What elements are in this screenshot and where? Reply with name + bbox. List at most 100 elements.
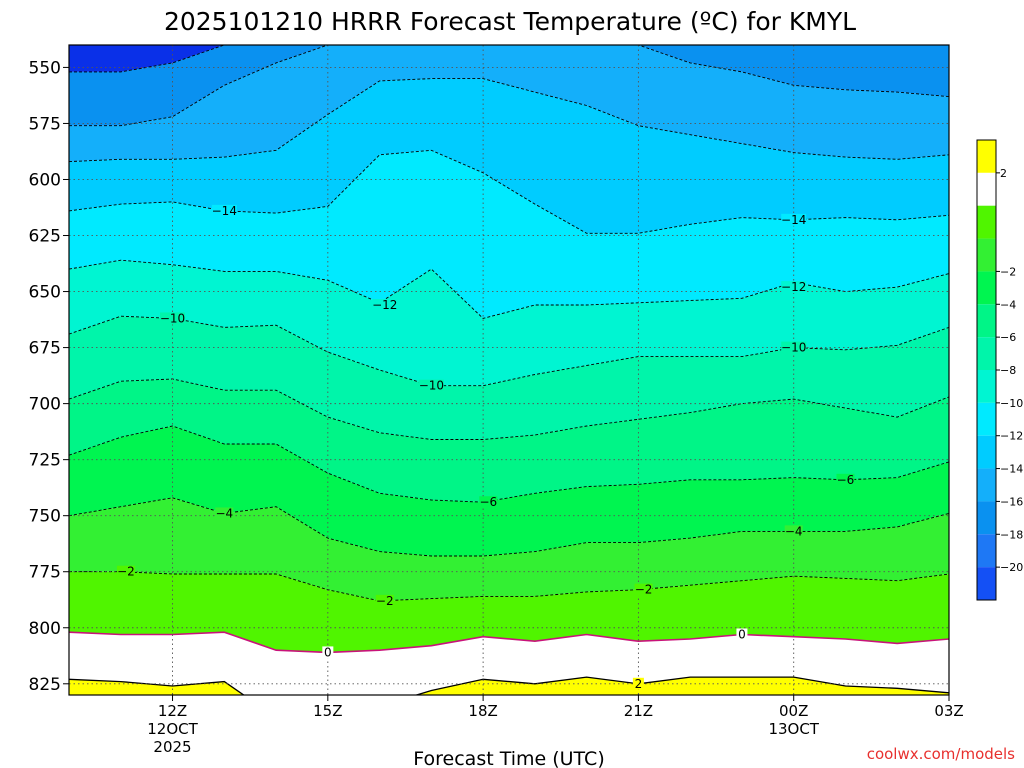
contour-label: −2 — [635, 583, 653, 597]
contour-line-0 — [69, 631, 949, 654]
colorbar-bin — [977, 337, 996, 370]
contour-labels: −14 −14 −12 −12 −10 −10 −10 −6 −6 −4 −4 −2 −2 −2 0 0 2 — [116, 204, 855, 691]
colorbar-bin — [977, 435, 996, 469]
contour-label-background — [215, 507, 234, 520]
colorbar-tick-label: 2 — [1000, 167, 1007, 180]
contour-fills — [69, 45, 949, 695]
x-tick-label: 13OCT — [768, 720, 819, 738]
colorbar-bin — [977, 468, 996, 502]
contour-line--16 — [69, 78, 949, 163]
contour-label-background — [736, 628, 748, 641]
y-tick-label: 700 — [29, 395, 61, 415]
terrain-fill — [69, 700, 1001, 709]
colorbar-bin — [977, 534, 996, 568]
contour-label: −6 — [479, 495, 497, 509]
contour-line-2 — [69, 676, 949, 695]
contour-label-background — [211, 204, 237, 217]
x-axis-label: Forecast Time (UTC) — [413, 748, 604, 768]
band-above-2 — [69, 677, 949, 695]
contour-label-background — [375, 594, 394, 607]
contour-label: −6 — [837, 473, 855, 487]
contour-label: −12 — [781, 280, 806, 294]
contour-label-background — [781, 281, 807, 294]
contour-label-background — [418, 379, 444, 392]
colorbar-bin — [977, 140, 996, 173]
y-tick-label: 800 — [29, 619, 61, 639]
band-below--20 — [69, 45, 949, 72]
contour-label-background — [116, 565, 135, 578]
contour-label: −4 — [215, 506, 233, 520]
contour-label: −10 — [160, 311, 185, 325]
contour-line--10 — [69, 315, 949, 387]
band--16-to--14 — [69, 78, 949, 234]
x-tick-label: 12Z — [158, 702, 187, 720]
contour-label-background — [781, 213, 807, 226]
colorbar-bin — [977, 370, 996, 403]
contour-line--2 — [69, 571, 949, 602]
band--14-to--12 — [69, 150, 949, 319]
contour-label: −10 — [781, 341, 806, 355]
x-tick-label: 03Z — [934, 702, 963, 720]
colorbar-tick-label: −4 — [1000, 298, 1016, 311]
colorbar-tick-label: −16 — [1000, 495, 1023, 508]
x-tick-label: 21Z — [624, 702, 653, 720]
band--2-to-0 — [69, 571, 949, 653]
colorbar-bin — [977, 205, 996, 239]
band--12-to--10 — [69, 260, 949, 386]
contour-label-background — [322, 646, 334, 659]
x-tick-label: 15Z — [313, 702, 342, 720]
band--18-to--16 — [69, 45, 949, 162]
band--20-to--18 — [69, 45, 949, 126]
credit-text: coolwx.com/models — [867, 745, 1015, 763]
y-tick-label: 750 — [29, 507, 61, 527]
colorbar-bin — [977, 238, 996, 272]
contour-label-background — [781, 341, 807, 354]
contour-label: 0 — [738, 627, 746, 641]
colorbar-tick-label: −18 — [1000, 528, 1023, 541]
contour-label: 2 — [635, 677, 643, 691]
colorbar-tick-label: −2 — [1000, 265, 1016, 278]
contour-line--4 — [69, 497, 949, 557]
colorbar-bin — [977, 402, 996, 436]
contour-label: −14 — [212, 204, 237, 218]
x-tick-label: 00Z — [779, 702, 808, 720]
band--4-to--2 — [69, 497, 949, 601]
colorbar-tick-label: −6 — [1000, 331, 1016, 344]
y-tick-label: 650 — [29, 283, 61, 303]
colorbar-tick-label: −10 — [1000, 397, 1023, 410]
terrain — [69, 700, 1001, 709]
plot-frame — [68, 44, 950, 696]
colorbar-tick-label: −14 — [1000, 463, 1023, 476]
contour-label: −10 — [419, 379, 444, 393]
x-tick-label: 2025 — [153, 738, 191, 756]
contour-label: −2 — [376, 594, 394, 608]
y-axis: 550 575 600 625 650 675 700 725 750 775 800 825 — [29, 58, 69, 695]
y-tick-label: 625 — [29, 227, 61, 247]
colorbar-tick-label: −20 — [1000, 561, 1023, 574]
y-tick-label: 575 — [29, 114, 61, 134]
y-tick-label: 675 — [29, 339, 61, 359]
contour-label-background — [632, 677, 644, 690]
y-tick-label: 775 — [29, 563, 61, 583]
y-tick-label: 725 — [29, 451, 61, 471]
contour-label: −4 — [785, 524, 803, 538]
contour-label-background — [784, 525, 803, 538]
colorbar-bin — [977, 304, 996, 338]
colorbar-bin — [977, 567, 996, 600]
band--8-to--6 — [69, 379, 949, 503]
contour-label-background — [836, 473, 855, 486]
grid-lines — [69, 45, 949, 695]
colorbar-tick-label: −8 — [1000, 364, 1016, 377]
contour-label: −2 — [117, 565, 135, 579]
contour-label-background — [372, 299, 398, 311]
contour-line--12 — [69, 259, 949, 319]
y-tick-label: 600 — [29, 170, 61, 190]
x-tick-label: 18Z — [468, 702, 497, 720]
colorbar-bin — [977, 172, 996, 206]
contour-label: −12 — [372, 298, 397, 312]
band--10-to--8 — [69, 316, 949, 440]
colorbar-bin — [977, 271, 996, 305]
y-tick-label: 550 — [29, 58, 61, 78]
